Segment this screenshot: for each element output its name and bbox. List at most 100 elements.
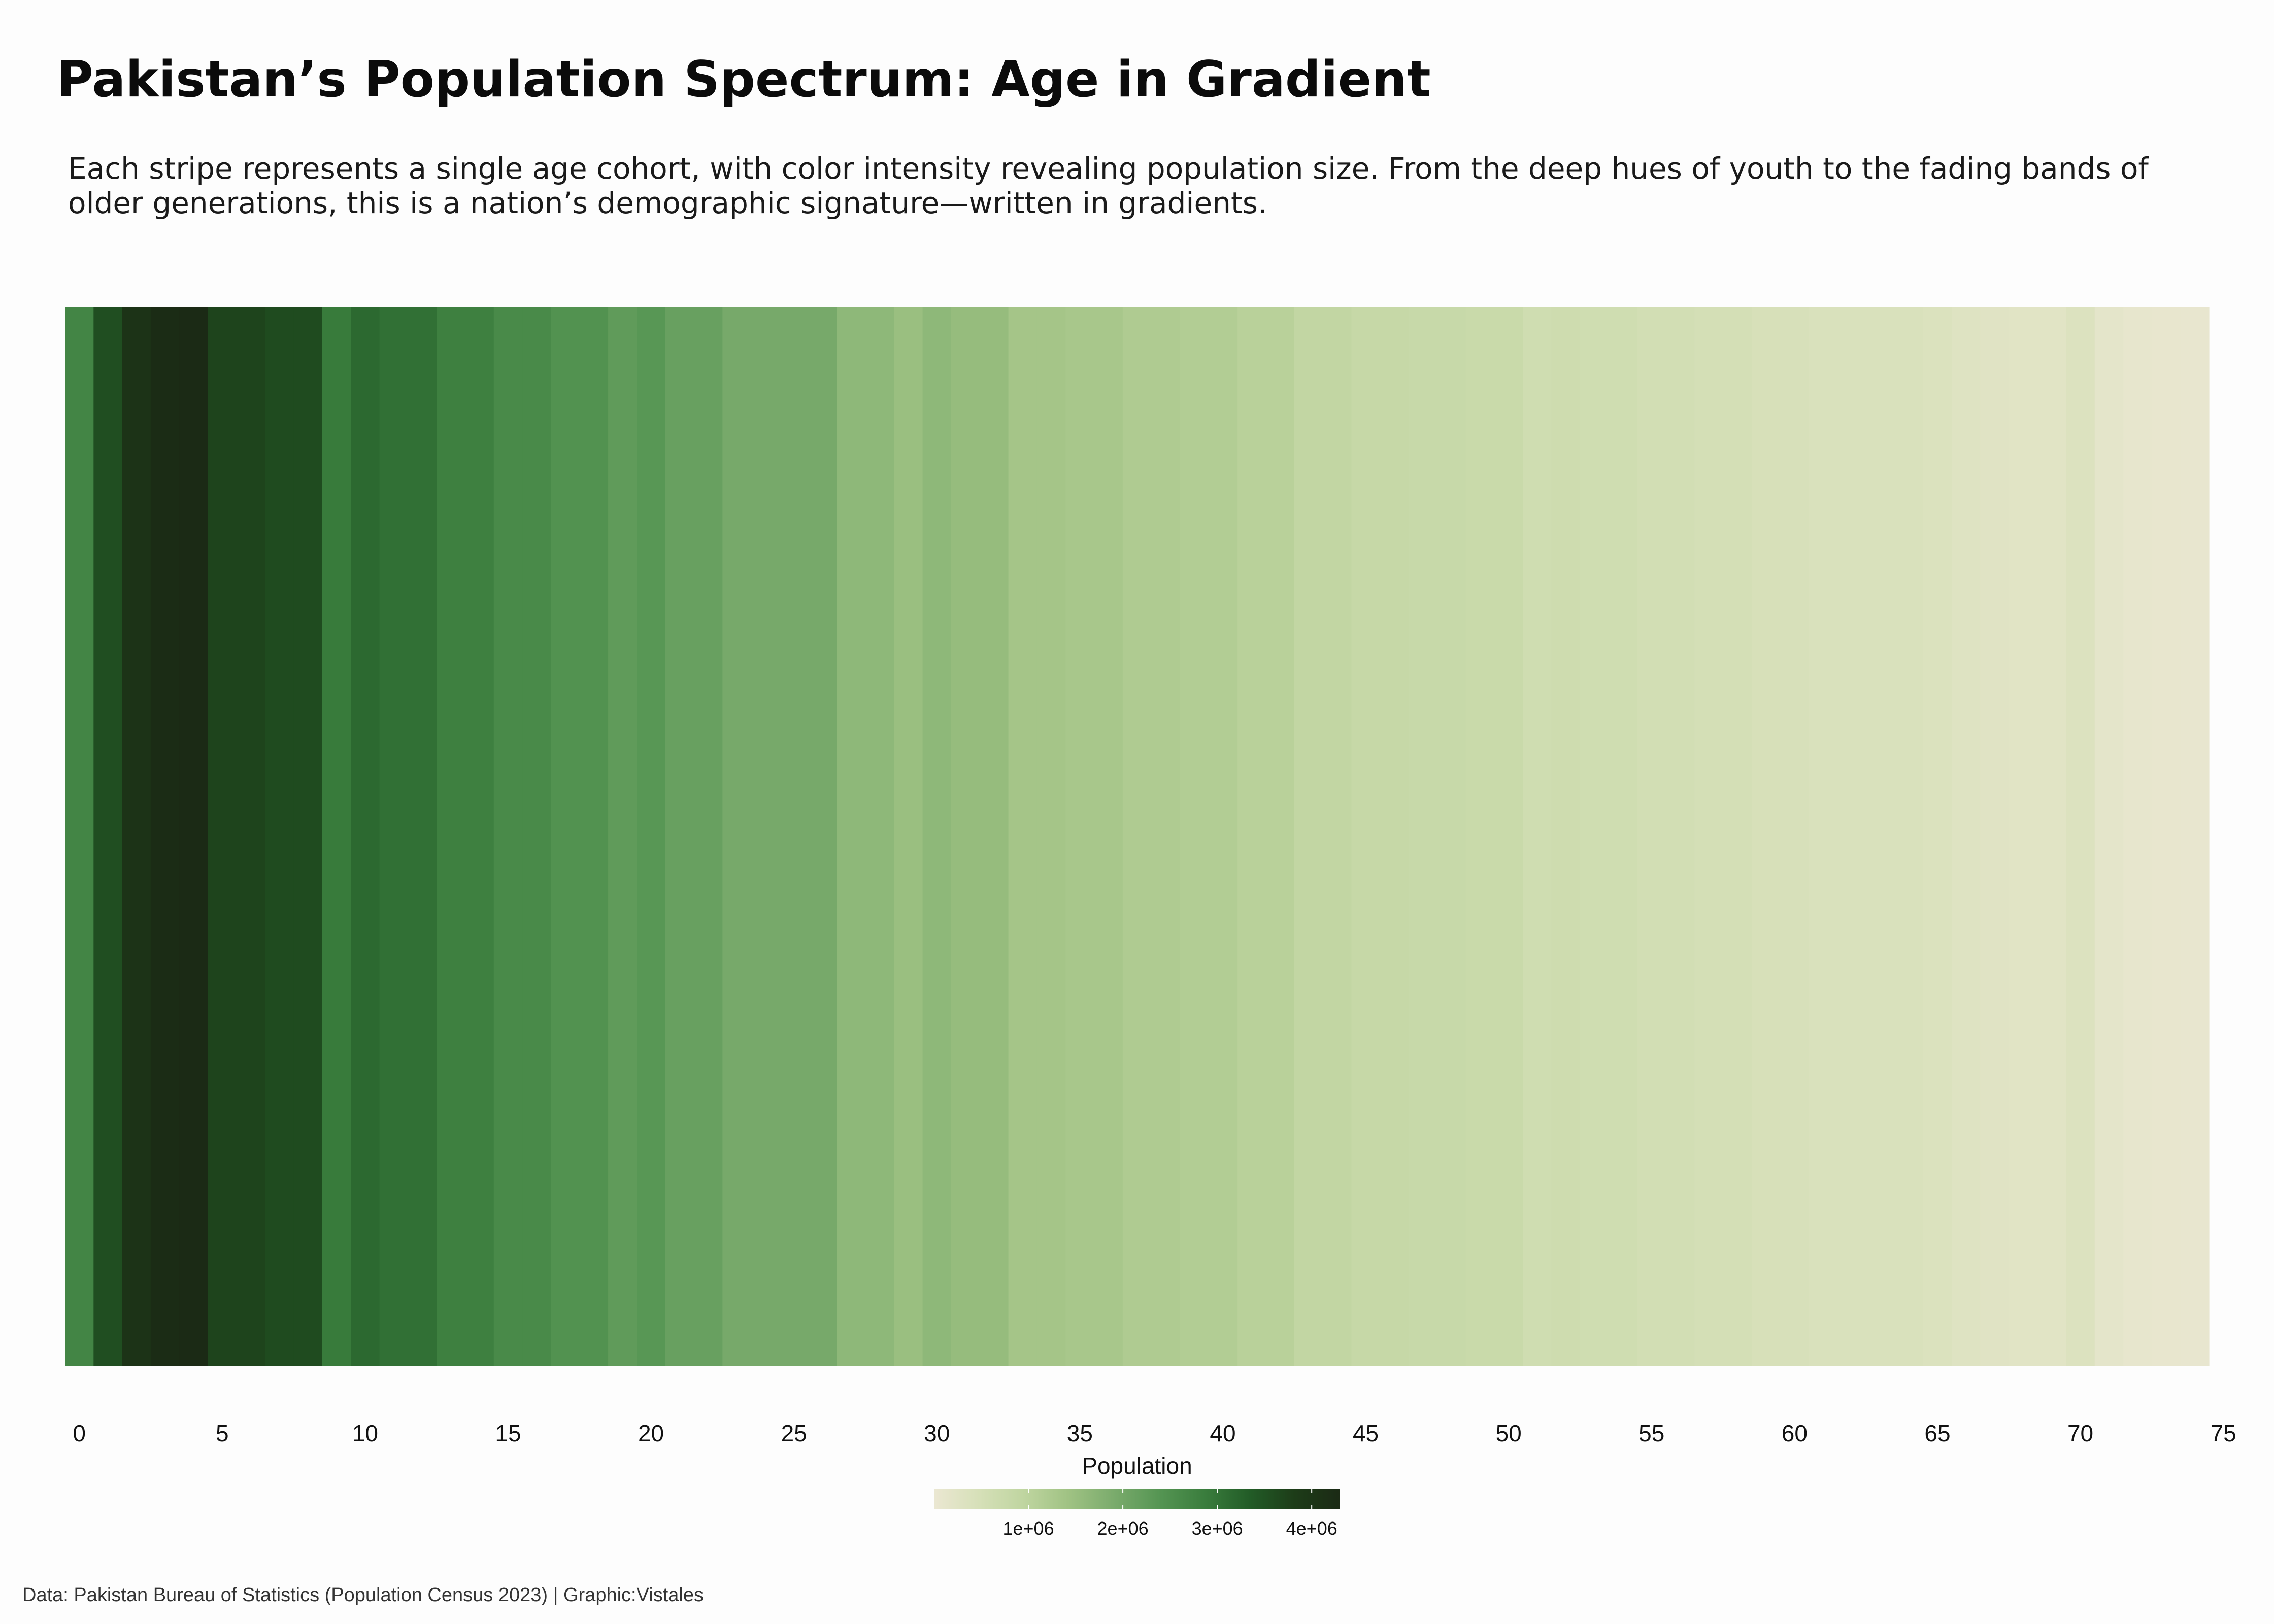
stripe-age-17 bbox=[551, 307, 580, 1366]
stripe-age-8 bbox=[293, 307, 323, 1366]
stripe-age-11 bbox=[379, 307, 409, 1366]
stripe-age-0 bbox=[65, 307, 94, 1366]
stripe-age-72 bbox=[2123, 307, 2152, 1366]
stripe-age-44 bbox=[1323, 307, 1352, 1366]
x-tick-label: 20 bbox=[638, 1420, 664, 1446]
stripe-age-67 bbox=[1980, 307, 2010, 1366]
chart-title: Pakistan’s Population Spectrum: Age in G… bbox=[57, 51, 1431, 109]
x-tick-label: 50 bbox=[1496, 1420, 1522, 1446]
x-tick-label: 30 bbox=[924, 1420, 950, 1446]
stripe-age-9 bbox=[322, 307, 351, 1366]
stripe-age-27 bbox=[837, 307, 866, 1366]
stripe-age-6 bbox=[236, 307, 265, 1366]
stripe-age-19 bbox=[608, 307, 637, 1366]
stripe-age-40 bbox=[1208, 307, 1238, 1366]
stripe-age-68 bbox=[2009, 307, 2038, 1366]
x-tick-label: 0 bbox=[73, 1420, 86, 1446]
stripe-age-57 bbox=[1694, 307, 1724, 1366]
stripe-age-16 bbox=[522, 307, 552, 1366]
x-tick-label: 55 bbox=[1638, 1420, 1664, 1446]
stripe-age-63 bbox=[1866, 307, 1895, 1366]
x-tick-label: 60 bbox=[1782, 1420, 1808, 1446]
stripe-age-3 bbox=[150, 307, 180, 1366]
stripe-age-52 bbox=[1551, 307, 1581, 1366]
stripe-age-61 bbox=[1809, 307, 1838, 1366]
stripe-age-1 bbox=[93, 307, 123, 1366]
stripe-age-20 bbox=[637, 307, 666, 1366]
stripe-age-39 bbox=[1180, 307, 1209, 1366]
stripe-age-71 bbox=[2094, 307, 2124, 1366]
stripe-age-35 bbox=[1065, 307, 1095, 1366]
stripe-age-12 bbox=[408, 307, 437, 1366]
stripe-age-42 bbox=[1265, 307, 1295, 1366]
legend-tick-label: 1e+06 bbox=[1002, 1518, 1054, 1539]
stripe-age-25 bbox=[780, 307, 809, 1366]
stripe-age-4 bbox=[179, 307, 209, 1366]
stripe-age-13 bbox=[437, 307, 466, 1366]
stripe-age-33 bbox=[1008, 307, 1038, 1366]
stripe-age-29 bbox=[894, 307, 923, 1366]
stripe-age-24 bbox=[751, 307, 780, 1366]
legend-colorbar bbox=[934, 1489, 1340, 1509]
x-tick-label: 75 bbox=[2211, 1420, 2236, 1446]
stripe-age-21 bbox=[665, 307, 694, 1366]
stripe-age-73 bbox=[2152, 307, 2181, 1366]
stripe-age-37 bbox=[1122, 307, 1152, 1366]
stripe-age-60 bbox=[1780, 307, 1810, 1366]
stripe-age-38 bbox=[1151, 307, 1181, 1366]
stripe-age-23 bbox=[722, 307, 752, 1366]
stripe-age-5 bbox=[208, 307, 237, 1366]
stripe-age-28 bbox=[865, 307, 894, 1366]
x-tick-label: 45 bbox=[1353, 1420, 1379, 1446]
stripe-age-54 bbox=[1609, 307, 1638, 1366]
stripe-age-41 bbox=[1237, 307, 1266, 1366]
stripe-age-30 bbox=[922, 307, 952, 1366]
legend-tick-label: 4e+06 bbox=[1286, 1518, 1337, 1539]
stripe-age-31 bbox=[951, 307, 980, 1366]
x-tick-label: 5 bbox=[216, 1420, 229, 1446]
chart-subtitle: Each stripe represents a single age coho… bbox=[68, 151, 2149, 220]
stripe-age-69 bbox=[2037, 307, 2066, 1366]
legend-tick-label: 2e+06 bbox=[1097, 1518, 1149, 1539]
stripe-age-18 bbox=[579, 307, 609, 1366]
stripe-age-64 bbox=[1894, 307, 1924, 1366]
stripe-age-15 bbox=[493, 307, 523, 1366]
x-tick-label: 10 bbox=[352, 1420, 378, 1446]
stripe-age-70 bbox=[2066, 307, 2095, 1366]
stripe-age-50 bbox=[1494, 307, 1523, 1366]
x-tick-label: 65 bbox=[1924, 1420, 1950, 1446]
stripe-age-51 bbox=[1523, 307, 1552, 1366]
stripe-age-53 bbox=[1580, 307, 1609, 1366]
stripe-age-58 bbox=[1723, 307, 1752, 1366]
stripe-age-10 bbox=[351, 307, 380, 1366]
stripe-age-34 bbox=[1036, 307, 1066, 1366]
legend-title: Population bbox=[1082, 1452, 1192, 1479]
x-tick-label: 15 bbox=[495, 1420, 521, 1446]
x-tick-label: 70 bbox=[2067, 1420, 2093, 1446]
stripe-age-22 bbox=[694, 307, 723, 1366]
x-tick-label: 40 bbox=[1210, 1420, 1235, 1446]
stripe-age-48 bbox=[1437, 307, 1466, 1366]
legend-tick-label: 3e+06 bbox=[1192, 1518, 1243, 1539]
stripe-age-56 bbox=[1665, 307, 1695, 1366]
stripe-age-36 bbox=[1094, 307, 1123, 1366]
stripe-age-7 bbox=[265, 307, 294, 1366]
stripe-age-2 bbox=[122, 307, 151, 1366]
stripe-age-59 bbox=[1751, 307, 1781, 1366]
x-tick-label: 25 bbox=[781, 1420, 807, 1446]
stripe-age-43 bbox=[1294, 307, 1323, 1366]
source-caption: Data: Pakistan Bureau of Statistics (Pop… bbox=[22, 1584, 704, 1606]
stripe-age-62 bbox=[1837, 307, 1866, 1366]
stripe-age-14 bbox=[465, 307, 494, 1366]
stripe-age-45 bbox=[1351, 307, 1381, 1366]
stripe-age-26 bbox=[808, 307, 838, 1366]
x-tick-label: 35 bbox=[1067, 1420, 1093, 1446]
stripe-age-55 bbox=[1637, 307, 1666, 1366]
stripe-age-66 bbox=[1952, 307, 1981, 1366]
stripe-age-49 bbox=[1465, 307, 1495, 1366]
stripe-age-32 bbox=[980, 307, 1009, 1366]
stripe-age-74 bbox=[2180, 307, 2210, 1366]
stripe-age-46 bbox=[1380, 307, 1409, 1366]
stripe-age-47 bbox=[1409, 307, 1437, 1366]
